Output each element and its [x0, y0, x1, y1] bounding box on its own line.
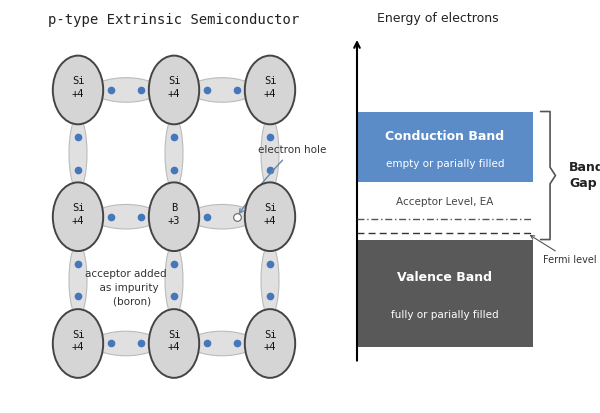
Circle shape [149, 183, 199, 251]
Text: Band
Gap: Band Gap [569, 161, 600, 190]
Text: acceptor added
  as impurity
    (boron): acceptor added as impurity (boron) [85, 269, 167, 307]
Text: Si
+4: Si +4 [264, 203, 276, 225]
Ellipse shape [165, 243, 183, 317]
Text: empty or parially filled: empty or parially filled [386, 159, 504, 169]
Ellipse shape [261, 116, 279, 190]
Text: Fermi level: Fermi level [530, 235, 597, 265]
Text: B
+3: B +3 [168, 203, 180, 225]
Circle shape [53, 56, 103, 124]
Text: Energy of electrons: Energy of electrons [377, 12, 499, 25]
Text: fully or parially filled: fully or parially filled [391, 310, 499, 320]
Circle shape [245, 56, 295, 124]
Text: Valence Band: Valence Band [397, 271, 492, 284]
Circle shape [53, 183, 103, 251]
Text: Si
+4: Si +4 [264, 76, 276, 99]
Ellipse shape [165, 116, 183, 190]
Text: Si
+4: Si +4 [168, 330, 180, 352]
Ellipse shape [189, 331, 255, 356]
Ellipse shape [69, 116, 87, 190]
Text: Si
+4: Si +4 [72, 330, 84, 352]
Circle shape [149, 309, 199, 378]
Ellipse shape [93, 78, 159, 102]
Circle shape [245, 183, 295, 251]
Circle shape [53, 309, 103, 378]
Text: Si
+4: Si +4 [168, 76, 180, 99]
Text: Acceptor Level, EA: Acceptor Level, EA [396, 197, 493, 207]
FancyBboxPatch shape [357, 240, 533, 347]
Text: Si
+4: Si +4 [72, 76, 84, 99]
Text: Si
+4: Si +4 [264, 330, 276, 352]
Circle shape [149, 56, 199, 124]
Text: electron hole: electron hole [239, 145, 326, 213]
Circle shape [245, 309, 295, 378]
Text: p-type Extrinsic Semiconductor: p-type Extrinsic Semiconductor [49, 14, 299, 27]
Ellipse shape [189, 78, 255, 102]
FancyBboxPatch shape [357, 112, 533, 182]
Ellipse shape [93, 331, 159, 356]
Ellipse shape [69, 243, 87, 317]
Ellipse shape [261, 243, 279, 317]
Text: Si
+4: Si +4 [72, 203, 84, 225]
Ellipse shape [189, 204, 255, 229]
Text: Conduction Band: Conduction Band [385, 130, 505, 142]
Ellipse shape [93, 204, 159, 229]
